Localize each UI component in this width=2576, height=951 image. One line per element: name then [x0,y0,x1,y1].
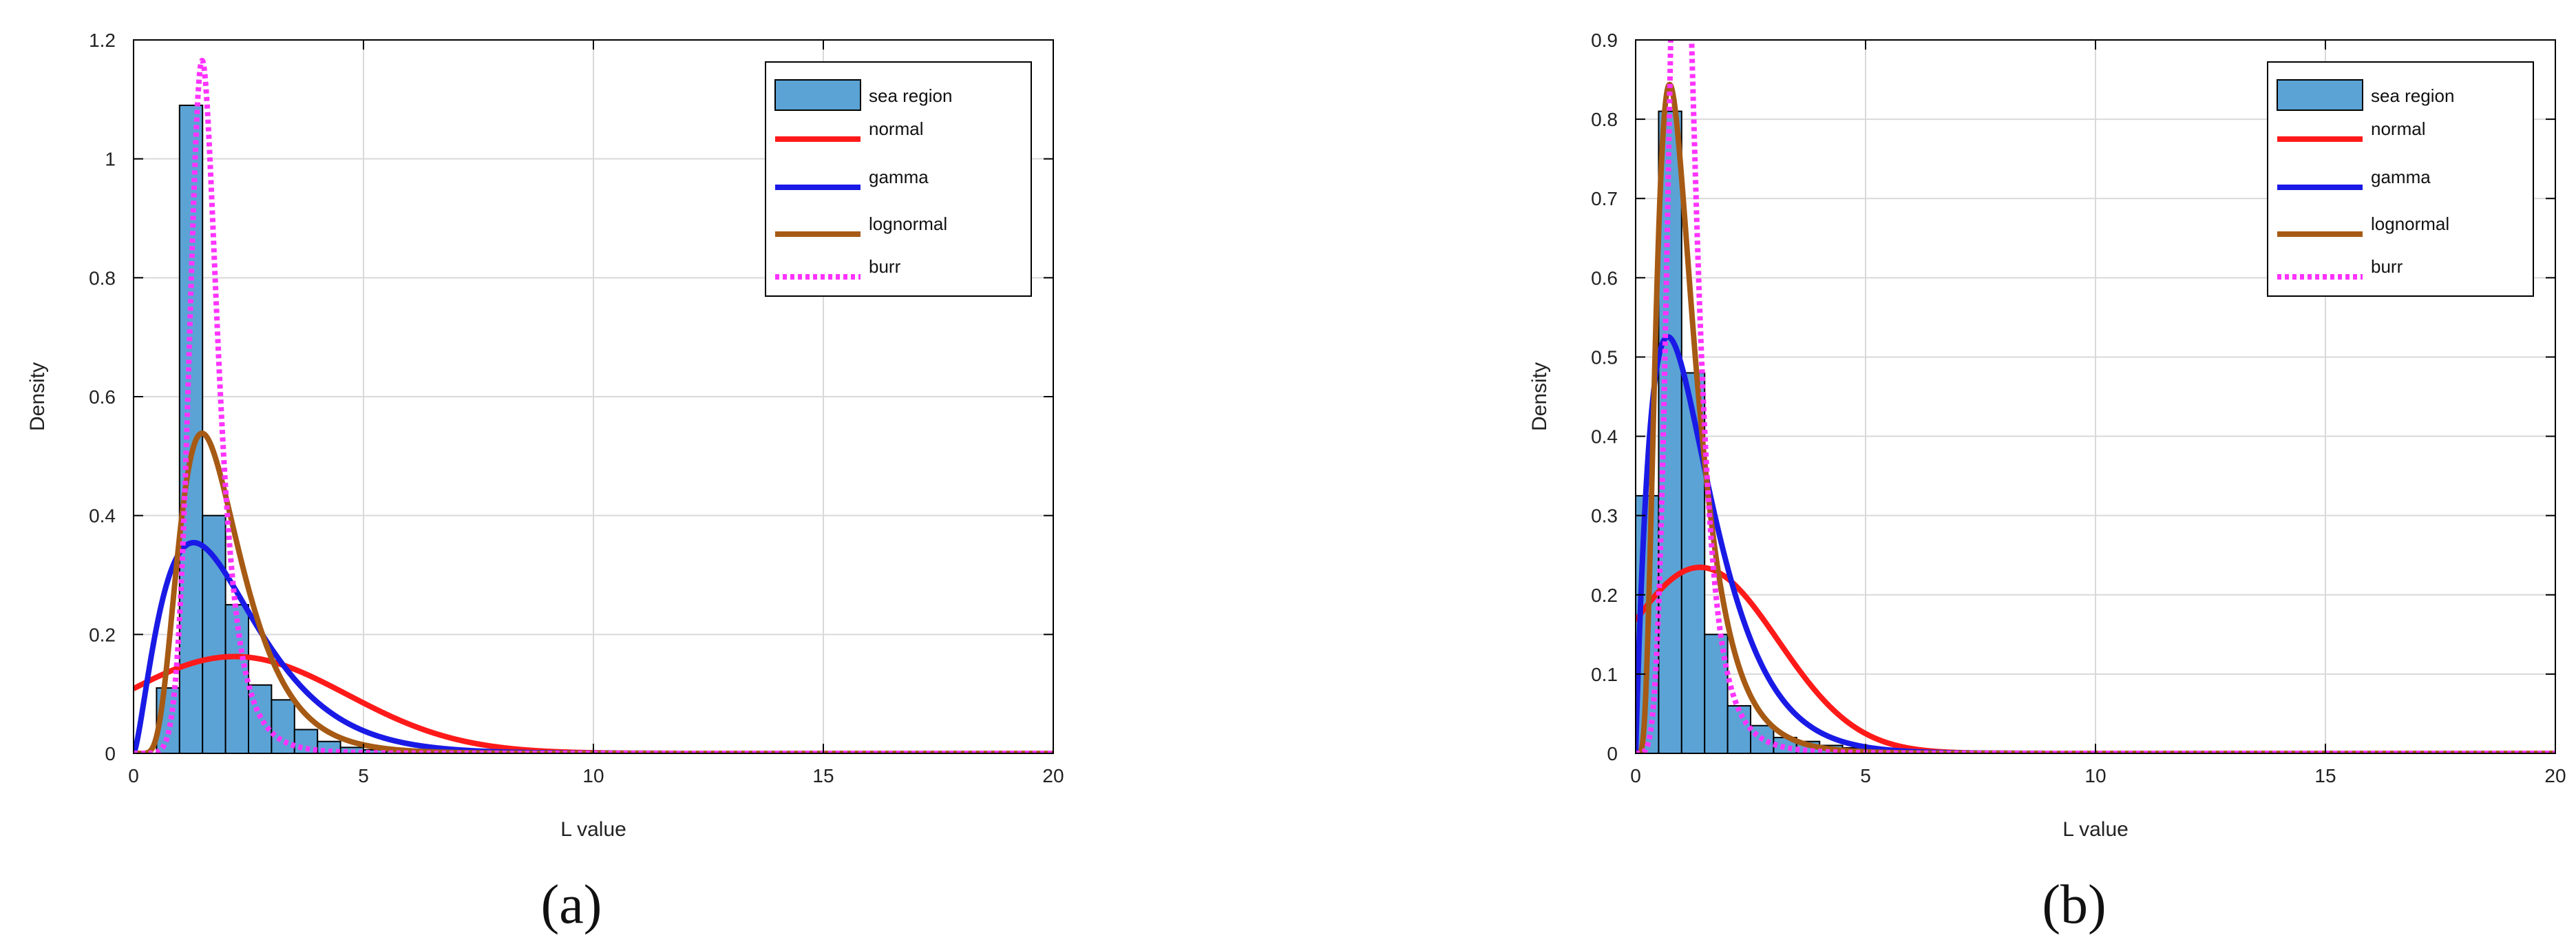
x-tick-label: 10 [582,765,604,786]
legend-swatch-histogram [2277,79,2363,111]
legend-label: normal [869,118,923,139]
legend-label: burr [2371,256,2403,277]
x-tick-label: 5 [1860,765,1871,786]
chart-panel-1: 0 5 10 15 20 0 0.2 0.4 0.6 0.8 1 1.2 L value Density s… [26,30,1064,935]
x-axis-label: L value [2062,818,2129,841]
x-tick-label: 15 [812,765,834,786]
legend-label: burr [869,256,901,277]
curve-normal [1636,564,2555,753]
y-tick-label: 0.2 [1591,585,1618,606]
x-tick-label: 10 [2084,765,2106,786]
x-axis-label: L value [560,818,626,841]
legend-label: normal [2371,118,2425,139]
x-tick-label: 15 [2314,765,2336,786]
legend: sea region normal gamma lognormal burr [765,61,1032,297]
histogram-bar [178,104,204,753]
histogram-bar [271,699,295,753]
y-tick-label: 1.2 [89,30,116,51]
y-tick-label: 0.4 [1591,426,1618,448]
legend-label: sea region [869,85,952,106]
y-axis-label: Density [26,362,49,431]
legend-label: lognormal [2371,213,2449,234]
x-tick-label: 0 [1630,765,1641,786]
legend-label: gamma [869,167,929,187]
y-tick-label: 0.7 [1591,188,1618,209]
y-tick-label: 0 [105,743,116,764]
y-tick-label: 0.4 [89,505,116,527]
y-tick-label: 0.1 [1591,664,1618,685]
y-tick-label: 1 [105,149,116,170]
x-tick-label: 0 [128,765,139,786]
histogram-bar [1727,704,1752,753]
legend-swatch-histogram [774,79,861,111]
y-tick-label: 0.2 [89,624,116,645]
y-tick-label: 0.8 [1591,109,1618,130]
chart-panel-2: 0 5 10 15 20 0 0.1 0.2 0.3 0.4 0.5 0.6 0.7 0.8 0.9 L va… [1528,30,2566,935]
legend-label: sea region [2371,85,2454,106]
y-tick-label: 0.6 [1591,267,1618,289]
y-tick-label: 0.6 [89,386,116,408]
y-tick-label: 0.9 [1591,30,1618,51]
y-tick-label: 0.3 [1591,505,1618,527]
y-tick-label: 0.8 [89,267,116,289]
legend: sea region normal gamma lognormal burr [2267,61,2534,297]
plot-area [134,57,1053,753]
y-axis-label: Density [1528,362,1551,431]
legend-label: lognormal [869,213,947,234]
curve-burr [1636,40,2555,753]
y-tick-label: 0.5 [1591,346,1618,368]
x-tick-label: 20 [1042,765,1064,786]
legend-label: gamma [2371,167,2431,187]
panel-caption: (a) [541,875,602,935]
panel-caption: (b) [2042,875,2106,935]
y-tick-label: 0 [1607,743,1618,764]
x-tick-label: 5 [358,765,369,786]
x-tick-label: 20 [2544,765,2566,786]
histogram-bar [1704,634,1729,753]
